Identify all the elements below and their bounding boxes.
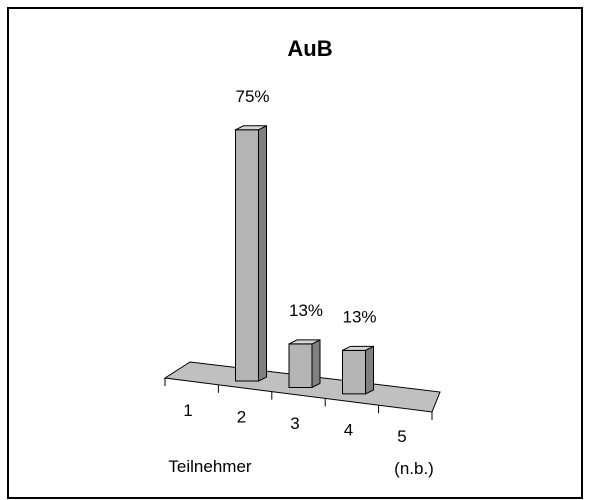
bar bbox=[235, 125, 267, 382]
bar-face bbox=[342, 349, 366, 395]
x-tick-label: 3 bbox=[290, 414, 299, 433]
chart-title: AuB bbox=[287, 36, 332, 61]
bar-face bbox=[258, 125, 267, 382]
bar bbox=[342, 345, 374, 395]
bar-face bbox=[288, 339, 321, 345]
x-tick-label: 1 bbox=[183, 401, 192, 420]
data-label: 75% bbox=[235, 87, 269, 106]
data-label: 13% bbox=[342, 307, 376, 326]
bar-face bbox=[342, 345, 374, 351]
x-tick-note: (n.b.) bbox=[394, 459, 434, 478]
bar-face bbox=[288, 343, 313, 388]
bar-face bbox=[235, 129, 259, 382]
bar-face bbox=[235, 125, 267, 131]
x-tick-label: 4 bbox=[344, 421, 353, 440]
x-tick-label: 2 bbox=[237, 408, 246, 427]
data-label: 13% bbox=[289, 301, 323, 320]
bar-face bbox=[365, 345, 374, 395]
x-tick-label: 5 bbox=[397, 427, 406, 446]
frame bbox=[7, 7, 583, 499]
x-axis-label: Teilnehmer bbox=[168, 457, 251, 476]
bar-face bbox=[311, 339, 321, 389]
bar bbox=[288, 339, 321, 389]
